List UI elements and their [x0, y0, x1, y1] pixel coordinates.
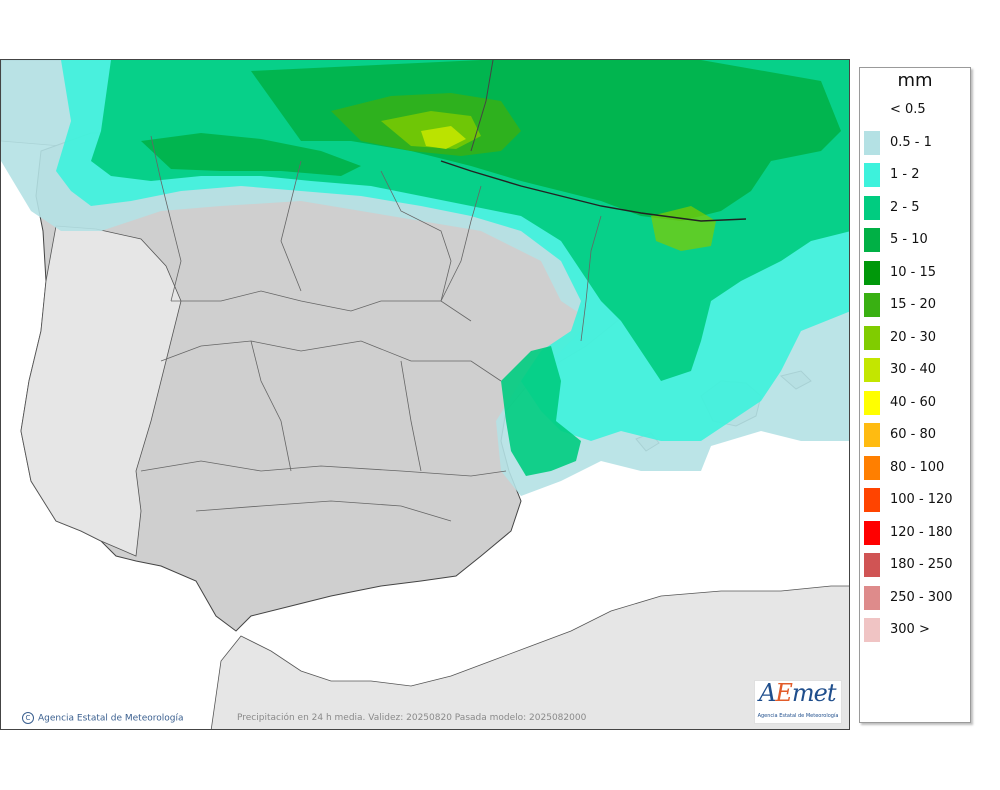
- legend-item: 60 - 80: [860, 423, 970, 447]
- legend-swatch: [864, 488, 880, 512]
- portugal-land: [20, 225, 182, 557]
- legend-swatch: [864, 98, 880, 122]
- legend-item: 1 - 2: [860, 163, 970, 187]
- legend-label: 5 - 10: [890, 232, 928, 247]
- legend-label: 0.5 - 1: [890, 134, 932, 150]
- legend-swatch: [864, 390, 880, 415]
- legend-swatch: [864, 423, 880, 447]
- legend-swatch: [864, 585, 880, 610]
- legend-label: 20 - 30: [890, 329, 937, 345]
- legend-label: 15 - 20: [890, 297, 937, 312]
- legend-item: 250 - 300: [860, 585, 970, 610]
- legend-item: 30 - 40: [860, 358, 970, 382]
- legend-label: 40 - 60: [890, 394, 937, 410]
- region-borders: [140, 135, 602, 522]
- legend-item: 2 - 5: [860, 195, 970, 220]
- precip-2-5-valencia: [501, 346, 581, 476]
- legend-swatch: [864, 195, 880, 220]
- legend-unit: mm: [897, 70, 933, 91]
- legend-swatch: [864, 260, 880, 285]
- precipitation-legend: mm < 0.5 0.5 - 1 1 - 2 2 - 5 5 - 10 10 - 15 15…: [859, 67, 971, 723]
- precip-20-30-catalonia: [651, 206, 716, 251]
- aemet-logo: AEmet Agencia Estatal de Meteorología: [754, 679, 842, 724]
- legend-label: 300 >: [890, 622, 930, 637]
- legend-swatch: [864, 228, 880, 252]
- legend-item: 0.5 - 1: [860, 130, 970, 155]
- legend-item: 120 - 180: [860, 520, 970, 545]
- legend-item: 20 - 30: [860, 325, 970, 350]
- legend-swatch: [864, 293, 880, 317]
- legend-swatch: [864, 520, 880, 545]
- legend-label: 1 - 2: [890, 167, 920, 182]
- legend-item: 5 - 10: [860, 228, 970, 252]
- legend-swatch: [864, 455, 880, 480]
- legend-item: 100 - 120: [860, 488, 970, 512]
- precip-5-10-north: [141, 133, 361, 176]
- france-inland-border: [470, 60, 494, 152]
- forecast-validity-text: Precipitación en 24 h media. Validez: 20…: [237, 713, 587, 723]
- legend-swatch: [864, 163, 880, 187]
- legend-item: 300 >: [860, 618, 970, 642]
- legend-label: < 0.5: [890, 102, 926, 117]
- legend-item: < 0.5: [860, 98, 970, 122]
- legend-label: 2 - 5: [890, 199, 920, 215]
- copyright-text: Agencia Estatal de Meteorología: [38, 713, 184, 724]
- legend-swatch: [864, 618, 880, 642]
- legend-item: 180 - 250: [860, 553, 970, 577]
- legend-label: 60 - 80: [890, 427, 937, 442]
- legend-item: 15 - 20: [860, 293, 970, 317]
- legend-swatch: [864, 358, 880, 382]
- precipitation-map: [0, 59, 850, 730]
- legend-label: 100 - 120: [890, 492, 953, 507]
- legend-label: 10 - 15: [890, 264, 937, 280]
- legend-item: 80 - 100: [860, 455, 970, 480]
- africa-land: [210, 585, 849, 729]
- pyrenees-border: [440, 160, 747, 222]
- legend-label: 80 - 100: [890, 459, 945, 475]
- copyright-icon: C: [22, 712, 34, 724]
- map-canvas: [1, 60, 849, 729]
- aemet-logo-subtitle: Agencia Estatal de Meteorología: [757, 713, 839, 719]
- legend-label: 180 - 250: [890, 557, 953, 572]
- legend-swatch: [864, 130, 880, 155]
- legend-swatch: [864, 325, 880, 350]
- legend-item: 10 - 15: [860, 260, 970, 285]
- legend-label: 30 - 40: [890, 362, 937, 377]
- legend-label: 120 - 180: [890, 524, 953, 540]
- legend-swatch: [864, 553, 880, 577]
- aemet-logo-word: AEmet: [759, 679, 836, 707]
- copyright-notice: C Agencia Estatal de Meteorología: [22, 712, 184, 724]
- legend-label: 250 - 300: [890, 589, 953, 605]
- precip-30-40: [421, 126, 466, 149]
- legend-item: 40 - 60: [860, 390, 970, 415]
